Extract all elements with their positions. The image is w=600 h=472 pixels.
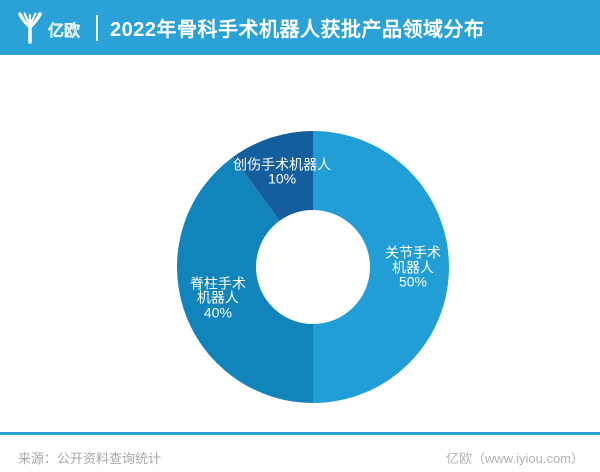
header-divider [96, 14, 98, 41]
donut-slice-2 [176, 156, 313, 404]
slice-label-2: 脊柱手术 机器人 40% [189, 275, 246, 321]
donut-chart-area: 关节手术 机器人 50% 脊柱手术 机器人 40% 创伤手术机器人 10% [0, 55, 600, 432]
donut-slice-1 [313, 131, 449, 403]
yiou-logo-icon: 亿欧 [18, 11, 80, 44]
footer-rule [0, 432, 600, 435]
donut-slice-3 [233, 131, 313, 221]
header-bar: 亿欧 2022年骨科手术机器人获批产品领域分布 [0, 0, 600, 55]
source-note: 来源：公开资料查询统计 [18, 451, 162, 466]
slice-label-1: 关节手术 机器人 50% [385, 244, 441, 290]
slice-label-3: 创伤手术机器人 10% [233, 156, 332, 187]
donut-chart [176, 131, 449, 404]
brand-credit: 亿欧（www.iyiou.com） [446, 451, 584, 466]
brand-logo-text: 亿欧 [48, 22, 80, 40]
brand-logo: 亿欧 [16, 11, 86, 45]
chart-title: 2022年骨科手术机器人获批产品领域分布 [110, 19, 485, 41]
